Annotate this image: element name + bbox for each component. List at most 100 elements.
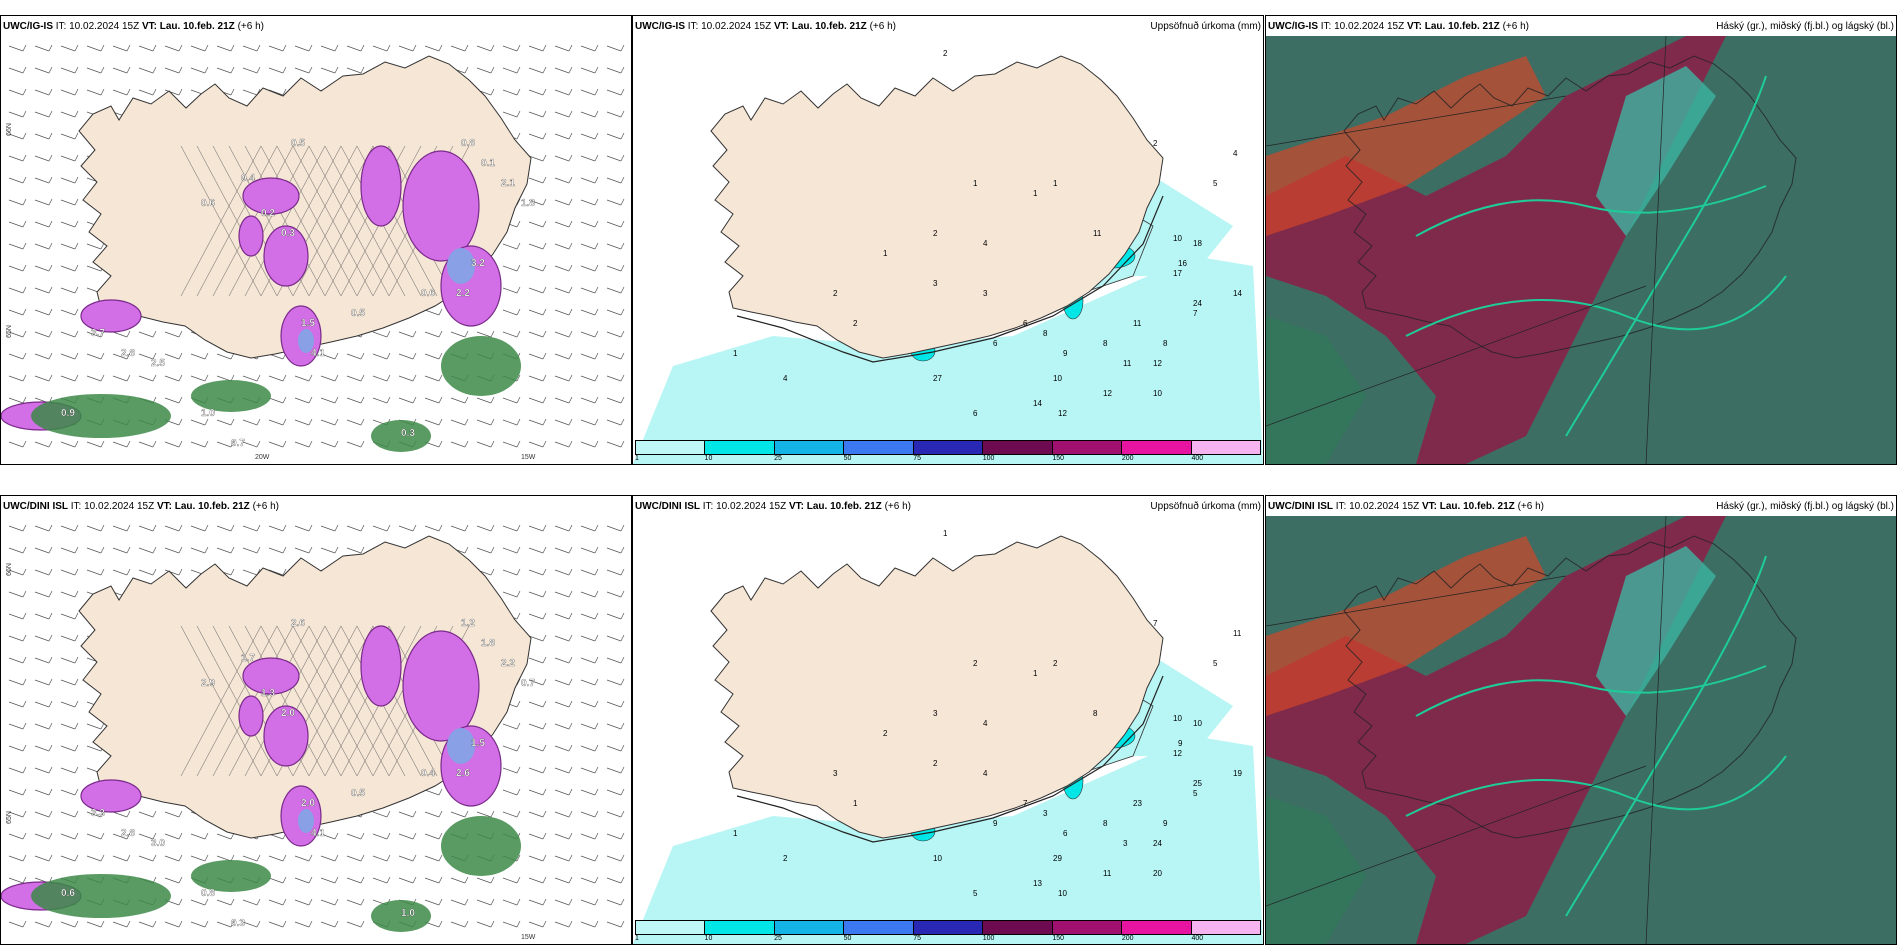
wind-barb <box>490 418 495 426</box>
wind-barb <box>8 265 24 272</box>
wind-barb <box>268 547 284 554</box>
wind-barb <box>424 375 440 382</box>
wind-barb <box>100 242 105 250</box>
wind-barb <box>216 921 232 928</box>
wind-barb <box>542 308 547 316</box>
wind-barb <box>490 330 495 338</box>
colorbar-swatch <box>774 441 845 454</box>
wind-barb <box>34 265 50 272</box>
wind-barb <box>568 678 573 686</box>
precip-value: 1 <box>943 529 948 538</box>
wind-barb <box>412 810 417 818</box>
wind-barb <box>242 89 258 96</box>
precip-value: 2 <box>883 729 888 738</box>
wind-barb <box>528 723 544 730</box>
wind-barb <box>360 352 365 360</box>
colorbar-swatch <box>844 921 914 934</box>
wind-barb <box>516 286 521 294</box>
wind-barb <box>334 44 339 52</box>
map-canvas[interactable] <box>1266 516 1896 944</box>
wind-barb <box>528 89 544 96</box>
wind-barb <box>554 921 570 928</box>
wind-barb <box>424 525 440 532</box>
wind-barb <box>620 220 625 228</box>
wind-barb <box>178 440 183 448</box>
wind-barb <box>516 766 521 774</box>
map-canvas[interactable]: 1 2 1 2 3 4 2 2 3 1 4 7 3 9 6 8 11 20 24 19 12 25 23 10 9 10 5 5 7 11… <box>633 516 1263 944</box>
wind-barb <box>372 331 388 338</box>
wind-barb <box>164 89 180 96</box>
wind-barb <box>126 524 131 532</box>
wind-barb <box>620 66 625 74</box>
wind-barb <box>516 546 521 554</box>
wind-barb <box>528 679 544 686</box>
precip-area <box>633 736 1263 944</box>
precip-value: 1 <box>1053 179 1058 188</box>
precip-value: 5 <box>1193 789 1198 798</box>
map-canvas[interactable]: 2.6 1.7 2.9 1.3 2.0 1.2 1.8 2.2 0.7 1.5 2.6 2.0 4.1 3… <box>1 516 631 944</box>
wind-barb <box>282 418 287 426</box>
wind-barb <box>528 789 544 796</box>
wind-barb <box>606 811 622 818</box>
wind-barb <box>74 44 79 52</box>
wind-barb <box>542 612 547 620</box>
wind-barb <box>516 110 521 118</box>
wind-barb <box>294 899 310 906</box>
wind-barb <box>412 330 417 338</box>
wind-barb <box>516 220 521 228</box>
precip-value: 0.4 <box>421 768 435 779</box>
wind-barb <box>178 546 183 554</box>
wind-barb <box>606 745 622 752</box>
precip-value: 9 <box>1163 819 1168 828</box>
wind-barb <box>34 789 50 796</box>
wind-barb <box>190 67 206 74</box>
wind-barb <box>178 920 183 928</box>
wind-barb <box>606 375 622 382</box>
wind-barb <box>542 766 547 774</box>
precip-blob <box>360 625 402 707</box>
wind-barb <box>178 832 183 840</box>
cloud-edges <box>1405 75 1787 437</box>
wind-barb <box>412 832 417 840</box>
wind-barb <box>438 440 443 448</box>
map-canvas[interactable] <box>1266 36 1896 464</box>
wind-barb <box>502 547 518 554</box>
colorbar-swatch <box>705 441 775 454</box>
wind-barb <box>178 568 183 576</box>
wind-barb <box>256 920 261 928</box>
cloud-fields <box>1266 36 1726 464</box>
wind-barb <box>398 811 414 818</box>
wind-barb <box>86 833 102 840</box>
colorbar-label: 200 <box>1121 454 1134 462</box>
wind-barb <box>424 811 440 818</box>
wind-barb <box>216 441 232 448</box>
wind-barb <box>112 441 128 448</box>
colorbar-label: 10 <box>704 454 713 462</box>
wind-barb <box>554 67 570 74</box>
wind-barb <box>594 700 599 708</box>
wind-barb <box>568 66 573 74</box>
wind-barb <box>620 286 625 294</box>
wind-barb <box>152 810 157 818</box>
precip-value: 0.5 <box>351 308 365 319</box>
wind-barb <box>320 397 336 404</box>
wind-barb <box>476 67 492 74</box>
precip-value: 3 <box>833 769 838 778</box>
wind-barb <box>568 418 573 426</box>
wind-barb <box>268 441 284 448</box>
wind-barb <box>34 591 50 598</box>
precip-value: 1 <box>853 799 858 808</box>
wind-barb <box>320 833 336 840</box>
wind-barb <box>568 546 573 554</box>
wind-barb <box>164 375 180 382</box>
map-canvas[interactable]: 0.5 0.4 0.6 0.2 0.3 0.8 0.1 2.1 1.8 3.2 2.2 1.5 4.1 3… <box>1 36 631 464</box>
wind-barb <box>8 67 24 74</box>
precip-blob <box>238 695 264 737</box>
wind-barb <box>360 440 365 448</box>
wind-barb <box>594 418 599 426</box>
wind-barb <box>516 374 521 382</box>
wind-barb <box>386 330 391 338</box>
cloud-edge <box>1565 75 1767 437</box>
wind-barb <box>594 154 599 162</box>
map-canvas[interactable]: 2 1 1 1 2 4 3 1 2 2 3 6 8 6 9 8 12 10 12 14 17 24 11 18 16 10 7 5 2 4… <box>633 36 1263 464</box>
